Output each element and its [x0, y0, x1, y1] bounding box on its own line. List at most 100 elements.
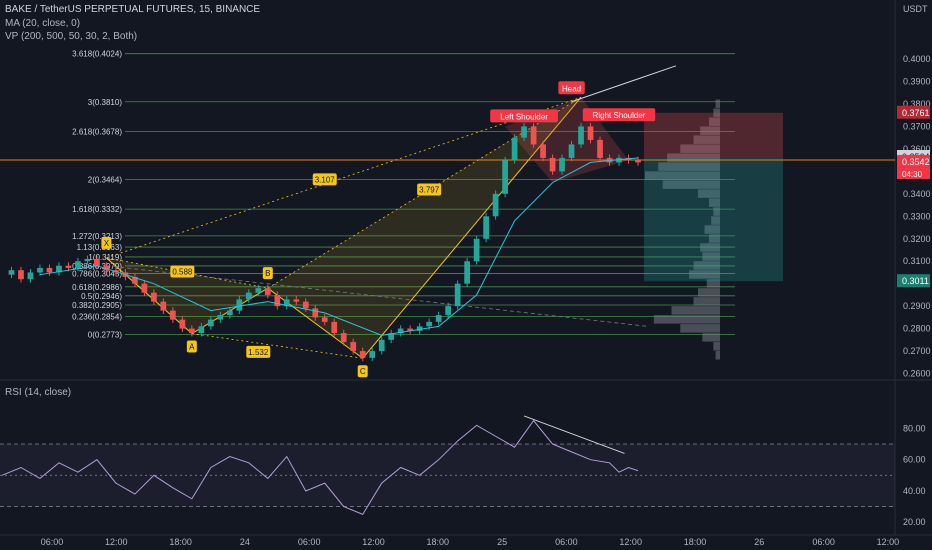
price-axis-tick: 0.3200: [903, 234, 931, 244]
ratio-label-box: [246, 345, 271, 358]
candle-body: [226, 310, 233, 316]
rsi-indicator-label[interactable]: RSI (14, close): [5, 387, 72, 398]
ratio-label: 0.588: [172, 267, 193, 276]
pattern-point-label: X: [104, 239, 110, 248]
volume-profile-bar: [700, 243, 720, 252]
moving-average-line: [39, 157, 639, 336]
volume-profile-bar: [715, 99, 720, 109]
candle-body: [46, 267, 53, 273]
candle-body: [103, 265, 110, 271]
candle-body: [502, 160, 508, 194]
candle-body: [217, 315, 224, 320]
time-axis-tick: 18:00: [427, 537, 450, 547]
candle-body: [464, 261, 470, 284]
pattern-name-label: Right Shoulder: [593, 111, 646, 120]
volume-profile-bar: [693, 297, 720, 306]
time-axis-tick: 06:00: [41, 537, 64, 547]
time-axis-tick: 25: [497, 537, 507, 547]
time-axis-tick: 06:00: [812, 537, 835, 547]
candle-body: [530, 126, 537, 145]
fib-level-label: 1.13(0.3163): [77, 243, 123, 252]
candle-body: [578, 126, 584, 145]
pattern-point-marker: [186, 340, 197, 353]
volume-profile-bar: [713, 342, 720, 351]
short-target-zone: [644, 112, 783, 158]
candle-body: [65, 265, 72, 268]
price-axis-unit: USDT: [903, 4, 928, 14]
price-axis-tick: 0.2600: [903, 369, 931, 379]
candle-body: [597, 139, 603, 158]
countdown-tag: [897, 167, 930, 179]
volume-profile-bar: [689, 270, 720, 279]
pattern-ratio-line: [191, 333, 363, 359]
volume-profile-bar: [706, 279, 720, 288]
candle-body: [255, 288, 262, 293]
volume-profile-bar: [680, 144, 720, 153]
candle-body: [302, 301, 309, 309]
pattern-point-label: C: [360, 367, 366, 376]
target-price-label: 0.3761: [902, 108, 930, 118]
fib-level-label: 2(0.3464): [88, 175, 123, 184]
stop-price-tag: [897, 274, 930, 288]
pattern-name-box: [490, 109, 558, 123]
pattern-point-marker: [262, 267, 273, 280]
candle-body: [416, 326, 423, 331]
candle-body: [179, 319, 186, 329]
ratio-label-box: [170, 265, 195, 278]
candle-body: [245, 292, 252, 300]
fib-level-label: 0.5(0.2946): [81, 292, 122, 301]
rsi-divergence-line: [523, 415, 625, 454]
fib-level-label: 0.618(0.2986): [72, 283, 122, 292]
price-axis-tick: 0.4000: [903, 54, 931, 64]
target-price-tag: [897, 105, 930, 119]
fib-level-label: 3(0.3810): [88, 98, 123, 107]
candle-body: [37, 267, 43, 273]
candle-body: [170, 310, 176, 320]
price-axis-tick: 0.3300: [903, 211, 931, 221]
volume-profile-bar: [704, 225, 720, 234]
ma-indicator-label[interactable]: MA (20, close, 0): [5, 18, 81, 29]
price-axis-tick: 0.3600: [903, 144, 931, 154]
candle-body: [407, 328, 414, 331]
price-axis-tick: 0.2700: [903, 346, 931, 356]
candle-body: [511, 137, 518, 161]
fib-level-label: 0.236(0.2854): [72, 312, 122, 321]
fib-level-label: 1(0.3119): [88, 253, 122, 262]
time-axis-tick: 06:00: [298, 537, 321, 547]
countdown-label: 04:30: [902, 170, 923, 179]
volume-profile-bar: [715, 351, 720, 360]
candle-body: [207, 319, 214, 327]
ratio-label-box: [417, 183, 442, 196]
candle-body: [321, 317, 328, 322]
candle-body: [312, 308, 319, 318]
volume-profile-bar: [667, 153, 720, 162]
time-axis-tick: 12:00: [362, 537, 385, 547]
pattern-ratio-line: [267, 96, 582, 289]
price-axis-tick: 0.3100: [903, 256, 931, 266]
vp-indicator-label[interactable]: VP (200, 500, 50, 30, 2, Both): [5, 31, 138, 42]
price-axis-tick: 0.2900: [903, 301, 931, 311]
pattern-name-box: [558, 81, 585, 95]
current-price-label: 0.3542: [902, 157, 930, 167]
candle-body: [264, 288, 271, 295]
candle-body: [435, 315, 442, 322]
candle-body: [568, 144, 575, 158]
candle-body: [426, 321, 433, 327]
ratio-label: 1.532: [248, 348, 269, 357]
candle-body: [18, 270, 24, 280]
time-axis-tick: 12:00: [877, 537, 900, 547]
fib-level-label: 1.618(0.3332): [72, 205, 122, 214]
pattern-ratio-line: [106, 96, 582, 259]
pattern-leg: [362, 96, 582, 359]
candle-body: [331, 321, 338, 334]
pattern-name-label: Left Shoulder: [500, 112, 548, 121]
candle-body: [454, 283, 461, 307]
fib-level-label: 0.382(0.2905): [72, 301, 122, 310]
fib-level-label: 0.786(0.3045): [72, 270, 122, 279]
rsi-axis-tick: 80.00: [903, 423, 926, 433]
candle-body: [587, 126, 594, 140]
candle-body: [151, 292, 157, 302]
rsi-axis-tick: 40.00: [903, 486, 926, 496]
pattern-xab-fill: [106, 257, 268, 334]
